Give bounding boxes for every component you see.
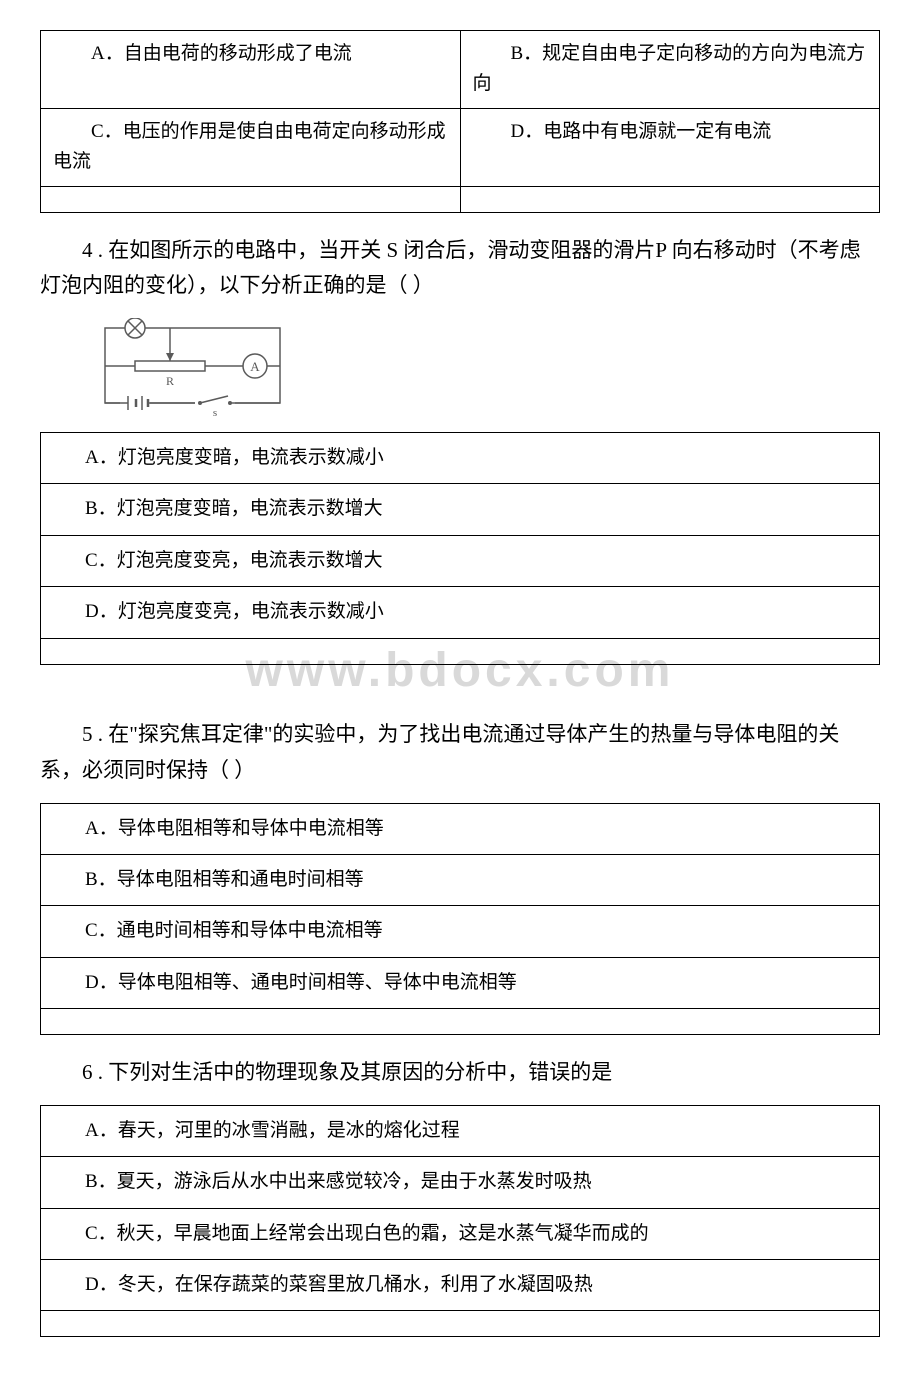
table-row: B．导体电阻相等和通电时间相等 xyxy=(41,855,880,906)
q3-options-table: A．自由电荷的移动形成了电流 B．规定自由电子定向移动的方向为电流方向 C．电压… xyxy=(40,30,880,213)
option-cell: A．春天，河里的冰雪消融，是冰的熔化过程 xyxy=(41,1105,880,1156)
option-cell xyxy=(41,638,880,664)
option-text: B．规定自由电子定向移动的方向为电流方向 xyxy=(473,39,868,100)
option-cell xyxy=(41,1009,880,1035)
option-cell: A．自由电荷的移动形成了电流 xyxy=(41,31,461,109)
option-cell: A．导体电阻相等和导体中电流相等 xyxy=(41,803,880,854)
table-row: B．夏天，游泳后从水中出来感觉较冷，是由于水蒸发时吸热 xyxy=(41,1157,880,1208)
option-cell: D．灯泡亮度变亮，电流表示数减小 xyxy=(41,587,880,638)
question-6-text: 6 . 下列对生活中的物理现象及其原因的分析中，错误的是 xyxy=(40,1055,880,1091)
option-text: A．自由电荷的移动形成了电流 xyxy=(53,39,448,69)
option-text: D．电路中有电源就一定有电流 xyxy=(473,117,868,147)
table-row: A．春天，河里的冰雪消融，是冰的熔化过程 xyxy=(41,1105,880,1156)
table-row: D．冬天，在保存蔬菜的菜窖里放几桶水，利用了水凝固吸热 xyxy=(41,1260,880,1311)
question-5-text: 5 . 在"探究焦耳定律"的实验中，为了找出电流通过导体产生的热量与导体电阻的关… xyxy=(40,717,880,788)
table-row xyxy=(41,1009,880,1035)
option-cell xyxy=(41,1311,880,1337)
table-row: C．电压的作用是使自由电荷定向移动形成电流 D．电路中有电源就一定有电流 xyxy=(41,108,880,186)
q5-options-table: A．导体电阻相等和导体中电流相等 B．导体电阻相等和通电时间相等 C．通电时间相… xyxy=(40,803,880,1036)
question-4-text: 4 . 在如图所示的电路中，当开关 S 闭合后，滑动变阻器的滑片P 向右移动时（… xyxy=(40,233,880,304)
option-cell: B．夏天，游泳后从水中出来感觉较冷，是由于水蒸发时吸热 xyxy=(41,1157,880,1208)
q4-options-table: A．灯泡亮度变暗，电流表示数减小 B．灯泡亮度变暗，电流表示数增大 C．灯泡亮度… xyxy=(40,432,880,665)
table-row xyxy=(41,1311,880,1337)
option-cell: A．灯泡亮度变暗，电流表示数减小 xyxy=(41,432,880,483)
option-cell: B．灯泡亮度变暗，电流表示数增大 xyxy=(41,484,880,535)
table-row: A．导体电阻相等和导体中电流相等 xyxy=(41,803,880,854)
option-cell: D．冬天，在保存蔬菜的菜窖里放几桶水，利用了水凝固吸热 xyxy=(41,1260,880,1311)
table-row: C．通电时间相等和导体中电流相等 xyxy=(41,906,880,957)
table-row xyxy=(41,638,880,664)
option-cell: B．规定自由电子定向移动的方向为电流方向 xyxy=(460,31,880,109)
option-text: C．电压的作用是使自由电荷定向移动形成电流 xyxy=(53,117,448,178)
table-row: B．灯泡亮度变暗，电流表示数增大 xyxy=(41,484,880,535)
option-cell xyxy=(460,186,880,212)
table-row xyxy=(41,186,880,212)
table-row: D．导体电阻相等、通电时间相等、导体中电流相等 xyxy=(41,957,880,1008)
table-row: C．秋天，早晨地面上经常会出现白色的霜，这是水蒸气凝华而成的 xyxy=(41,1208,880,1259)
ammeter-label: A xyxy=(250,359,260,374)
circuit-diagram: R A s xyxy=(90,318,300,418)
switch-label: s xyxy=(213,407,217,418)
option-cell: D．电路中有电源就一定有电流 xyxy=(460,108,880,186)
table-row: A．自由电荷的移动形成了电流 B．规定自由电子定向移动的方向为电流方向 xyxy=(41,31,880,109)
option-cell: B．导体电阻相等和通电时间相等 xyxy=(41,855,880,906)
table-row: C．灯泡亮度变亮，电流表示数增大 xyxy=(41,535,880,586)
table-row: D．灯泡亮度变亮，电流表示数减小 xyxy=(41,587,880,638)
option-cell: C．电压的作用是使自由电荷定向移动形成电流 xyxy=(41,108,461,186)
option-cell: C．秋天，早晨地面上经常会出现白色的霜，这是水蒸气凝华而成的 xyxy=(41,1208,880,1259)
rheostat-label: R xyxy=(166,374,174,388)
option-cell: C．灯泡亮度变亮，电流表示数增大 xyxy=(41,535,880,586)
table-row: A．灯泡亮度变暗，电流表示数减小 xyxy=(41,432,880,483)
option-cell: D．导体电阻相等、通电时间相等、导体中电流相等 xyxy=(41,957,880,1008)
q6-options-table: A．春天，河里的冰雪消融，是冰的熔化过程 B．夏天，游泳后从水中出来感觉较冷，是… xyxy=(40,1105,880,1338)
option-cell: C．通电时间相等和导体中电流相等 xyxy=(41,906,880,957)
option-cell xyxy=(41,186,461,212)
